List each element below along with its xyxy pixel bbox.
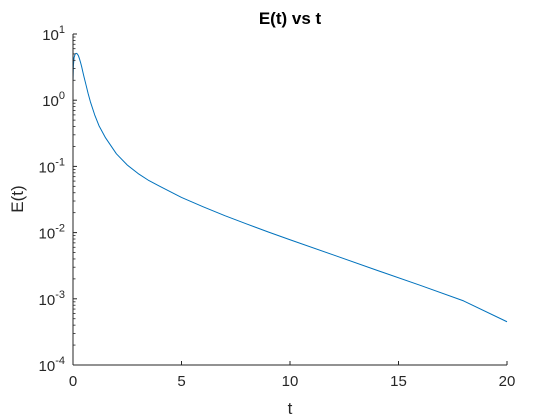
x-tick-label: 10: [282, 373, 299, 390]
series-line-1: [72, 52, 508, 323]
x-axis-label: t: [288, 399, 293, 418]
y-tick-label: 10-4: [39, 355, 65, 375]
plot-background: [73, 34, 507, 365]
y-tick-label: 10-3: [39, 289, 65, 309]
y-tick-label: 101: [42, 24, 65, 44]
y-tick-label: 10-1: [39, 156, 65, 176]
x-tick-label: 15: [390, 373, 407, 390]
x-tick-label: 5: [177, 373, 185, 390]
x-tick-label: 20: [499, 373, 516, 390]
y-tick-label: 10-2: [39, 223, 65, 243]
y-tick-label: 100: [42, 90, 65, 110]
series-layer: [72, 52, 508, 323]
y-axis-label: E(t): [8, 185, 27, 212]
axes-layer: 0 5 10 15 20 10-4 10-3 10-2 10-1 100 101: [39, 24, 516, 390]
x-tick-label: 0: [69, 373, 77, 390]
plot-area: [73, 34, 507, 365]
chart-title: E(t) vs t: [259, 9, 322, 28]
